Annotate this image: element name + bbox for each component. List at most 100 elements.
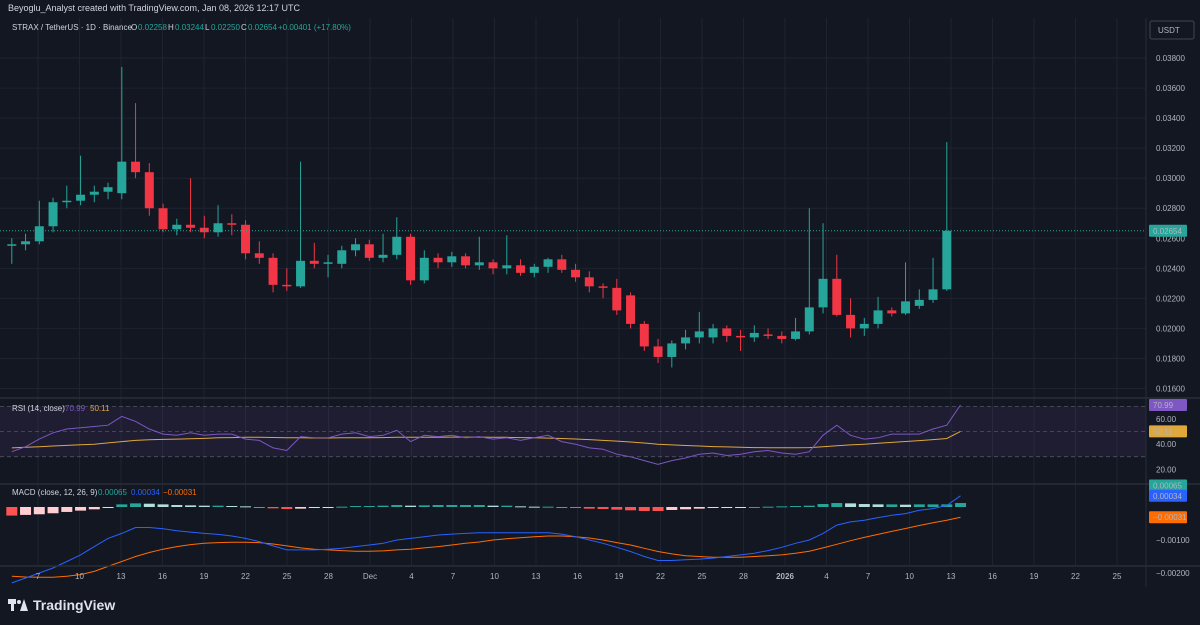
macd-hist-bar <box>570 507 582 508</box>
candle-body <box>502 265 512 269</box>
macd-hist-bar <box>212 505 224 507</box>
currency-button[interactable]: USDT <box>1149 20 1195 40</box>
macd-hist-bar <box>350 506 362 508</box>
macd-hist-bar <box>61 507 73 512</box>
candle-body <box>7 244 17 246</box>
last-price-badge-bg <box>1149 224 1187 237</box>
macd-hist-bar <box>528 506 540 508</box>
time-axis-label: 10 <box>75 572 84 581</box>
macd-hist-bar <box>322 507 334 508</box>
macd-hist-bar <box>845 503 857 507</box>
macd-hist-bar <box>33 507 45 515</box>
time-axis-label: 10 <box>490 572 499 581</box>
price-axis-label: 0.01800 <box>1156 354 1185 363</box>
macd-hist-bar <box>446 505 458 507</box>
price-axis-label: 0.02800 <box>1156 204 1185 213</box>
macd-hist-bar <box>88 507 100 510</box>
time-axis-label: Dec <box>363 572 377 581</box>
macd-hist-bar <box>20 507 32 515</box>
candle-body <box>763 334 773 336</box>
time-axis-label: 25 <box>698 572 707 581</box>
candle-body <box>461 256 471 266</box>
macd-hist-bar <box>473 505 485 507</box>
macd-hist-bar <box>790 506 802 508</box>
candle-body <box>474 262 484 266</box>
time-axis-label: 4 <box>409 572 414 581</box>
candle-body <box>749 332 759 338</box>
ohlc-close-label: C <box>241 23 247 32</box>
rsi-line <box>11 404 961 465</box>
macd-signal-badge-bg <box>1149 511 1187 524</box>
macd-hist-bar <box>707 507 719 508</box>
macd-hist-bar <box>900 504 912 507</box>
candle-body <box>351 244 361 251</box>
chart-area[interactable]: 0.03800 0.03600 0.03400 0.03200 0.03000 0.028… <box>0 18 1200 587</box>
ohlc-high-value: 0.03244 <box>175 23 204 32</box>
macd-hist-bar <box>6 507 18 516</box>
candle-body <box>117 161 127 194</box>
candle-body <box>282 284 292 287</box>
macd-hist-bar <box>721 507 733 508</box>
time-axis-label: 7 <box>866 572 871 581</box>
candle-body <box>818 278 828 308</box>
macd-hist-bar <box>47 507 59 514</box>
candle-body <box>873 310 883 324</box>
candle-body <box>144 172 154 209</box>
rsi-legend-title: RSI (14, close) <box>12 404 65 413</box>
time-axis-label: 22 <box>241 572 250 581</box>
macd-hist-bar <box>405 505 417 507</box>
candle-body <box>392 236 402 255</box>
macd-hist-bar <box>487 505 499 507</box>
time-axis-label: 13 <box>532 572 541 581</box>
macd-hist-bar <box>556 507 568 508</box>
macd-hist-bar <box>735 507 747 508</box>
candle-body <box>296 260 306 287</box>
candle-body <box>337 250 347 264</box>
rsi-ma-badge-bg <box>1149 425 1187 438</box>
macd-axis-label: −0.00200 <box>1156 569 1190 578</box>
macd-hist-bar <box>776 506 788 508</box>
candle-body <box>378 254 388 258</box>
candle-body <box>681 337 691 344</box>
price-axis-label: 0.01600 <box>1156 384 1185 393</box>
time-axis-label: 22 <box>1071 572 1080 581</box>
time-axis-label: 22 <box>656 572 665 581</box>
macd-signal-line <box>11 516 961 578</box>
candle-body <box>131 161 141 173</box>
top-bar: Beyoglu_Analyst created with TradingView… <box>0 0 1200 18</box>
macd-hist-bar <box>652 507 664 511</box>
time-axis-label: 7 <box>36 572 41 581</box>
candle-body <box>76 194 86 201</box>
candle-body <box>48 202 58 227</box>
macd-hist-bar <box>693 507 705 509</box>
time-axis-label: 19 <box>200 572 209 581</box>
rsi-axis-label: 40.00 <box>1156 440 1177 449</box>
candle-body <box>584 277 594 287</box>
candle-body <box>447 256 457 263</box>
macd-hist-bar <box>762 506 774 508</box>
candle-body <box>268 257 278 285</box>
candle-body <box>213 223 223 233</box>
price-axis-label: 0.03200 <box>1156 144 1185 153</box>
candle-body <box>557 259 567 270</box>
ohlc-low-label: L <box>205 23 210 32</box>
candle-body <box>158 208 168 230</box>
macd-hist-bar <box>432 505 444 507</box>
candle-body <box>543 259 553 267</box>
ohlc-open-label: O <box>131 23 137 32</box>
macd-hist-bar <box>363 506 375 508</box>
candle-body <box>901 301 911 314</box>
macd-hist-bar <box>913 504 925 507</box>
time-axis-label: 25 <box>1113 572 1122 581</box>
time-axis-label: 2026 <box>776 572 794 581</box>
tradingview-logo[interactable]: TradingView <box>8 597 115 613</box>
macd-signal-badge: −0.00031 <box>1153 513 1187 522</box>
candle-body <box>516 265 526 273</box>
candle-body <box>598 286 608 288</box>
macd-line <box>11 495 961 584</box>
time-axis-label: 4 <box>824 572 829 581</box>
price-axis-label: 0.03400 <box>1156 114 1185 123</box>
candle-body <box>791 331 801 339</box>
macd-hist-bar <box>171 505 183 507</box>
time-axis-label: 7 <box>451 572 456 581</box>
